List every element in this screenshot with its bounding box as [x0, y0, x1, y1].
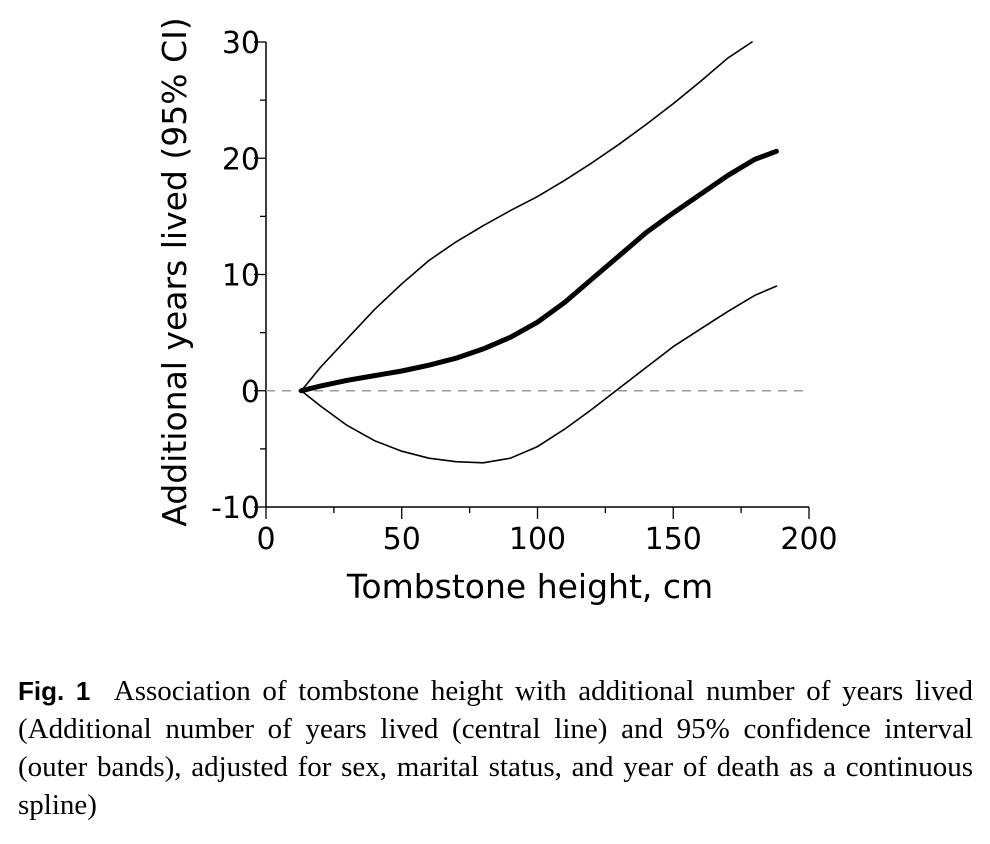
x-tick-label: 100 — [509, 522, 566, 557]
figure-caption: Fig. 1 Association of tombstone height w… — [18, 672, 973, 824]
y-tick-label: 0 — [241, 375, 260, 410]
series-line-lower-ci — [300, 285, 778, 464]
y-tick-label: 20 — [222, 142, 260, 177]
x-axis-title: Tombstone height, cm — [346, 567, 713, 606]
figure-label: Fig. 1 — [18, 676, 91, 706]
x-tick-label: 200 — [780, 522, 837, 557]
caption-text: Association of tombstone height with add… — [18, 675, 973, 821]
x-tick-label: 150 — [645, 522, 702, 557]
y-tick-label: 10 — [222, 259, 260, 294]
series-line-estimate — [298, 148, 779, 394]
y-axis-title: Additional years lived (95% CI) — [155, 17, 194, 526]
y-tick-label: 30 — [222, 26, 260, 61]
y-tick-label: -10 — [211, 491, 260, 526]
x-tick-label: 50 — [383, 522, 421, 557]
series-line-upper-ci — [300, 41, 753, 392]
x-tick-label: 0 — [256, 522, 275, 557]
